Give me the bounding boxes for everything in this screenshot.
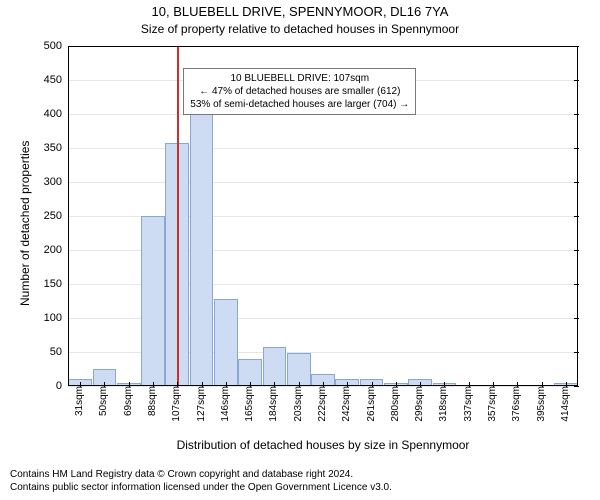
xtick-label: 357sqm bbox=[487, 386, 498, 426]
xtick-label: 261sqm bbox=[366, 386, 377, 426]
histogram-bar bbox=[263, 347, 287, 386]
histogram-bar bbox=[141, 216, 165, 386]
annotation-line-3: 53% of semi-detached houses are larger (… bbox=[190, 98, 409, 111]
ytick-label: 200 bbox=[44, 244, 68, 256]
gridline bbox=[68, 148, 578, 149]
gridline bbox=[68, 182, 578, 183]
ytick-label: 250 bbox=[44, 210, 68, 222]
ytick-mark bbox=[574, 352, 579, 353]
ytick-mark bbox=[574, 182, 579, 183]
footer-line-2: Contains public sector information licen… bbox=[10, 482, 392, 495]
histogram-bar bbox=[190, 114, 214, 386]
ytick-label: 0 bbox=[56, 380, 68, 392]
xtick-label: 299sqm bbox=[414, 386, 425, 426]
xtick-label: 242sqm bbox=[341, 386, 352, 426]
chart-subtitle: Size of property relative to detached ho… bbox=[0, 22, 600, 36]
ytick-label: 300 bbox=[44, 176, 68, 188]
ytick-label: 100 bbox=[44, 312, 68, 324]
ytick-mark bbox=[574, 216, 579, 217]
ytick-mark bbox=[574, 114, 579, 115]
property-marker-line bbox=[177, 46, 179, 386]
xtick-label: 184sqm bbox=[268, 386, 279, 426]
xtick-label: 280sqm bbox=[390, 386, 401, 426]
xtick-label: 376sqm bbox=[511, 386, 522, 426]
xtick-label: 50sqm bbox=[98, 386, 109, 420]
xtick-label: 222sqm bbox=[317, 386, 328, 426]
ytick-mark bbox=[574, 46, 579, 47]
xtick-label: 127sqm bbox=[196, 386, 207, 426]
xtick-label: 203sqm bbox=[293, 386, 304, 426]
histogram-bar bbox=[214, 299, 238, 386]
ytick-label: 350 bbox=[44, 142, 68, 154]
page: 10, BLUEBELL DRIVE, SPENNYMOOR, DL16 7YA… bbox=[0, 0, 600, 500]
ytick-label: 400 bbox=[44, 108, 68, 120]
xtick-label: 395sqm bbox=[536, 386, 547, 426]
footer-line-1: Contains HM Land Registry data © Crown c… bbox=[10, 469, 392, 482]
xtick-label: 146sqm bbox=[220, 386, 231, 426]
ytick-label: 50 bbox=[50, 346, 68, 358]
ytick-mark bbox=[574, 284, 579, 285]
xtick-label: 318sqm bbox=[438, 386, 449, 426]
ytick-label: 150 bbox=[44, 278, 68, 290]
ytick-mark bbox=[574, 250, 579, 251]
ytick-label: 500 bbox=[44, 40, 68, 52]
y-axis-label: Number of detached properties bbox=[18, 141, 32, 306]
ytick-label: 450 bbox=[44, 74, 68, 86]
chart-plot-area: 10 BLUEBELL DRIVE: 107sqm ← 47% of detac… bbox=[68, 46, 578, 386]
x-axis-label: Distribution of detached houses by size … bbox=[68, 438, 578, 452]
footer-attribution: Contains HM Land Registry data © Crown c… bbox=[10, 469, 392, 494]
ytick-mark bbox=[574, 386, 579, 387]
annotation-line-2: ← 47% of detached houses are smaller (61… bbox=[190, 85, 409, 98]
chart-title: 10, BLUEBELL DRIVE, SPENNYMOOR, DL16 7YA bbox=[0, 4, 600, 19]
property-annotation-box: 10 BLUEBELL DRIVE: 107sqm ← 47% of detac… bbox=[183, 68, 416, 115]
xtick-label: 31sqm bbox=[74, 386, 85, 420]
gridline bbox=[68, 46, 578, 47]
ytick-mark bbox=[574, 318, 579, 319]
xtick-label: 414sqm bbox=[560, 386, 571, 426]
annotation-line-1: 10 BLUEBELL DRIVE: 107sqm bbox=[190, 72, 409, 85]
xtick-label: 165sqm bbox=[244, 386, 255, 426]
xtick-label: 69sqm bbox=[123, 386, 134, 420]
xtick-label: 88sqm bbox=[147, 386, 158, 420]
ytick-mark bbox=[574, 148, 579, 149]
xtick-label: 107sqm bbox=[171, 386, 182, 426]
xtick-label: 337sqm bbox=[463, 386, 474, 426]
ytick-mark bbox=[574, 80, 579, 81]
